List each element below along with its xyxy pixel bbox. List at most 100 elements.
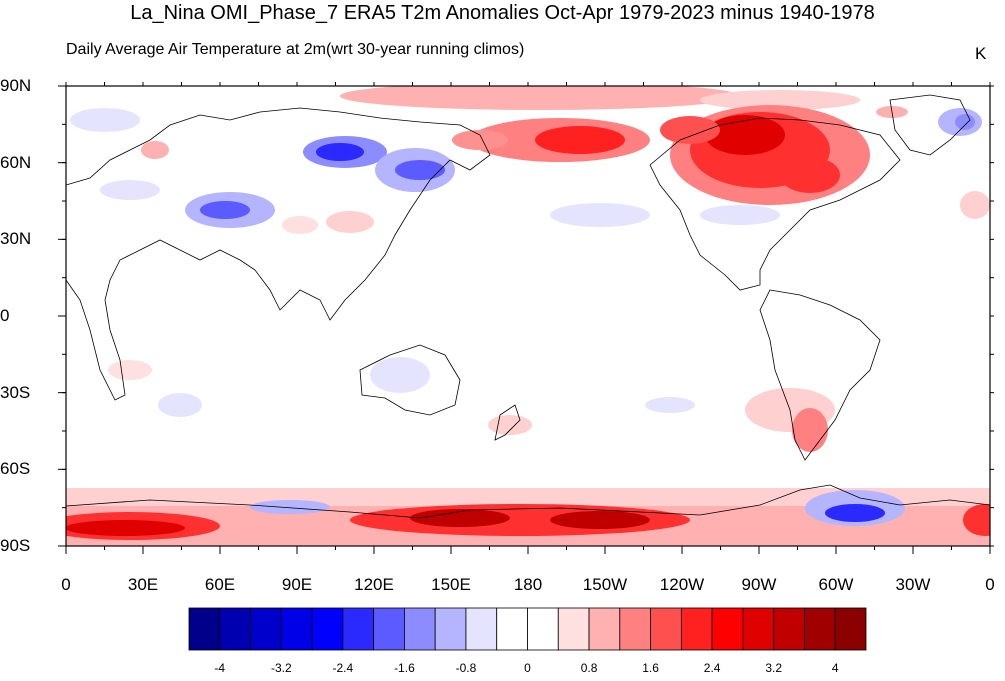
colorbar-tick-label: 0.8 [580,661,598,675]
anomaly-us-cool [700,205,780,225]
coastline-australia [359,344,461,416]
colorbar-swatch [588,607,621,651]
colorbar-swatch [280,607,313,651]
latitude-label: 60N [0,152,32,172]
colorbar-tick-label: 0 [524,661,531,675]
longitude-label: 120W [659,575,705,594]
longitude-label: 60W [818,575,854,594]
latitude-label: 30N [0,229,32,249]
colorbar-swatch [680,607,713,651]
anomaly-canada-warm-core [705,115,785,155]
variable-subtitle: Daily Average Air Temperature at 2m(wrt … [66,40,524,60]
anomaly-atlantic-warm [960,191,990,219]
anomaly-wilkes-cool [250,500,330,514]
latitude-label: 90S [0,536,31,555]
anomaly-central-asia-cool-core [200,201,250,219]
anomaly-new-zealand-warm [488,415,532,435]
climatology-note: (wrt 30-year running climos) [325,41,525,58]
colorbar-tick-label: -1.6 [394,661,415,675]
colorbar-swatch [250,607,282,651]
anomaly-australia-cool [370,357,430,393]
anomaly-north-pacific-cool [550,203,650,227]
colorbar-swatch [219,607,251,651]
colorbar-swatch [188,607,221,651]
anomaly-south-africa-warm [108,360,152,380]
anomaly-tibet-warm [282,216,318,234]
colorbar-swatch [496,607,528,651]
longitude-label: 120E [354,575,394,594]
colorbar-tick-label: -3.2 [270,661,292,675]
longitude-label: 90W [741,575,777,594]
anomaly-east-antarctica-warm-core [66,520,185,536]
page-title: La_Nina OMI_Phase_7 ERA5 T2m Anomalies O… [130,2,875,24]
anomaly-weddell-east-warm [963,504,990,536]
colorbar-swatch [557,607,590,651]
anomaly-antarctic-peninsula-cool-core [825,504,885,522]
colorbar-swatch [773,607,805,651]
longitude-label: 0 [61,575,71,594]
colorbar-tick-label: -4 [214,661,226,675]
longitude-label: 30E [127,575,159,594]
colorbar-tick-label: 2.4 [703,661,721,675]
anomaly-field [66,86,990,546]
colorbar-tick-label: -0.8 [455,661,477,675]
coastline-north-america [649,117,901,291]
units-label: K [975,44,987,63]
anomaly-indian-ocean-cool [158,393,202,417]
longitude-label: 150E [431,575,471,594]
anomaly-ross-sea-warm-core [410,509,510,527]
colorbar-swatch [404,607,436,651]
anomaly-greenland-cool-core [955,114,975,130]
anomaly-east-asia-cool-core [395,160,445,180]
longitude-label: 60E [204,575,236,594]
anomaly-yukon-warm [660,116,720,144]
colorbar-swatch [373,607,405,651]
anomaly-siberia-cool-core [316,143,364,161]
longitude-label: 180 [513,575,543,594]
colorbar-swatch [650,607,682,651]
coastline-south-america [759,289,881,461]
colorbar-swatch [465,607,498,651]
anomaly-scandinavia-cool [70,108,140,132]
anomaly-arctic-warm [340,86,740,110]
latitude-label: 90N [0,76,32,95]
longitude-label: 0 [985,575,995,594]
longitude-label: 90E [281,575,313,594]
colorbar-tick-label: 1.6 [642,661,659,675]
colorbar-swatch [742,607,775,651]
anomaly-kamchatka-warm [452,130,508,150]
colorbar-tick-label: 4 [831,661,839,675]
latitude-label: 60S [0,459,31,479]
anomaly-eastern-europe-warm [141,141,169,159]
colorbar-swatch [804,607,836,651]
coastline-greenland [889,94,971,156]
colorbar-swatch [619,607,651,651]
coastlines [66,94,990,519]
coastline-new-zealand [494,404,521,441]
anomaly-southeast-pacific-cool [645,397,695,413]
longitude-ticks [65,82,991,554]
longitude-label: 30W [895,575,931,594]
anomaly-hudson-warm [780,157,840,193]
variable-name: Daily Average Air Temperature at 2m [66,41,326,58]
colorbar-tick-label: -2.4 [332,661,354,675]
colorbar-swatch [527,607,559,651]
colorbar-swatch [311,607,344,651]
anomaly-china-warm [326,211,374,233]
anomaly-alaska-warm-core [535,126,625,154]
colorbar-swatch [434,607,467,651]
anomaly-europe-cool [100,180,160,200]
latitude-label: 0 [0,306,10,325]
colorbar-swatch [342,607,375,651]
coastline-antarctica [66,484,990,519]
colorbar [188,607,867,651]
colorbar-tick-label: 3.2 [765,661,783,675]
anomaly-west-antarctica-warm-core [550,511,650,529]
coastline-eurasia-africa [66,107,491,401]
latitude-ticks [58,85,994,547]
colorbar-swatch [834,607,867,651]
colorbar-swatch [711,607,744,651]
anomaly-arctic-warm-east [700,90,860,110]
